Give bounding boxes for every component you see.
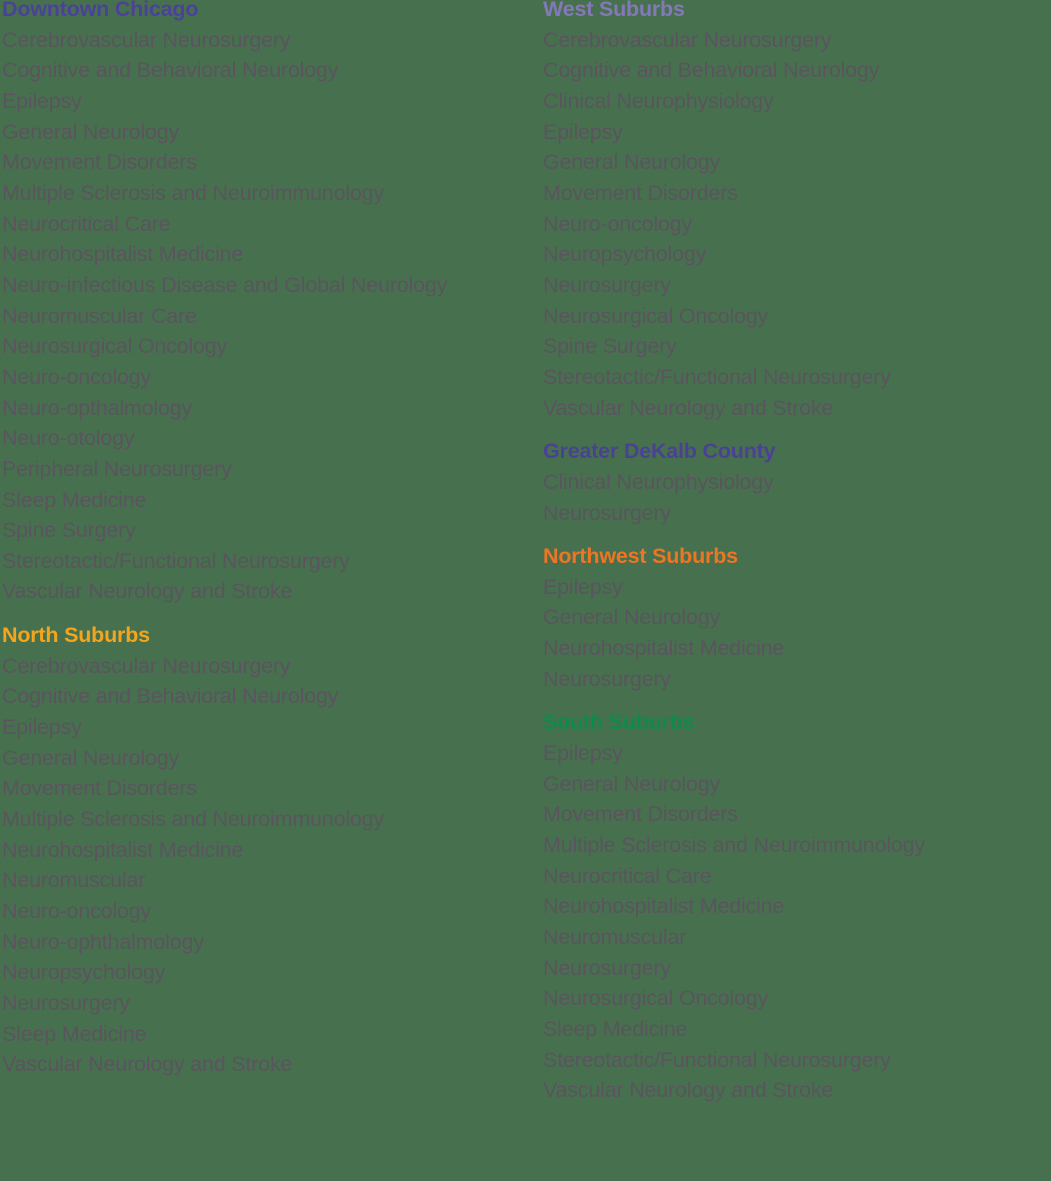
specialty-item: Movement Disorders [543,802,738,827]
specialty-item: Neuro-otology [2,426,135,451]
specialty-item: Movement Disorders [2,776,197,801]
specialty-item: Sleep Medicine [543,1017,688,1041]
specialty-item: Vascular Neurology and Stroke [543,1078,834,1103]
column-left: Downtown Chicago Cerebrovascular Neurosur… [2,0,537,1080]
specialty-item: Cerebrovascular Neurosurgery [2,27,291,52]
specialty-item: General Neurology [543,150,721,175]
specialty-item: Cognitive and Behavioral Neurology [543,58,880,83]
specialty-item: Neuro-opthalmology [2,395,193,420]
specialty-item: General Neurology [543,605,721,630]
specialty-item: Neurosurgery [543,955,671,980]
specialty-item: Neuro-oncology [2,364,151,389]
specialty-item: Neuro-oncology [543,211,692,236]
specialty-item: Neuro-ophthalmology [2,929,204,954]
specialty-item: Movement Disorders [2,150,197,175]
region-header: West Suburbs [543,0,685,21]
specialty-item: Stereotactic/Functional Neurosurgery [543,364,891,389]
specialty-item: Sleep Medicine [2,487,147,512]
region-header: Downtown Chicago [2,0,199,21]
specialty-item: Multiple Sclerosis and Neuroimmunology [543,833,925,858]
region-header: North Suburbs [2,623,150,648]
specialty-item: Neuro-infectious Disease and Global Neur… [2,272,448,297]
specialty-item: Neuropsychology [2,960,166,985]
specialty-item: Movement Disorders [543,180,738,205]
specialty-item: Neurosurgery [543,500,671,525]
specialty-item: Vascular Neurology and Stroke [2,579,293,604]
specialty-item: Neurosurgical Oncology [543,303,769,328]
region-group: Downtown Chicago Cerebrovascular Neurosur… [2,0,537,607]
specialty-item: Neurosurgical Oncology [2,334,228,359]
specialty-item: Peripheral Neurosurgery [2,456,232,481]
specialty-item: Neurosurgery [2,991,130,1015]
specialty-item: Epilepsy [2,88,82,113]
specialty-item: General Neurology [2,745,180,770]
region-group: North Suburbs Cerebrovascular Neurosurger… [2,620,537,1080]
specialty-item: Neurocritical Care [543,863,712,888]
specialty-item: Vascular Neurology and Stroke [543,395,834,420]
specialty-item: Epilepsy [543,574,623,599]
specialty-item: Neurohospitalist Medicine [2,837,244,862]
specialty-item: Stereotactic/Functional Neurosurgery [543,1047,891,1072]
region-group: West Suburbs Cerebrovascular Neurosurgery… [543,0,1048,423]
specialty-item: Clinical Neurophysiology [543,469,774,494]
specialty-item: Cognitive and Behavioral Neurology [2,58,339,83]
specialty-item: Multiple Sclerosis and Neuroimmunology [2,180,384,205]
specialty-item: Clinical Neurophysiology [543,88,774,113]
specialty-item: Cerebrovascular Neurosurgery [2,653,291,678]
specialty-item: Stereotactic/Functional Neurosurgery [2,548,350,573]
region-group: Greater DeKalb County Clinical Neurophysi… [543,436,1048,528]
specialty-item: Neurohospitalist Medicine [2,242,244,267]
specialty-item: Neurohospitalist Medicine [543,636,785,661]
specialty-item: Neuromuscular [543,925,687,950]
column-right: West Suburbs Cerebrovascular Neurosurgery… [543,0,1048,1106]
specialty-item: Neuromuscular Care [2,303,197,328]
specialty-item: Epilepsy [543,741,623,766]
region-header: Greater DeKalb County [543,439,776,464]
region-group: South Suburbs Epilepsy General Neurology Mo… [543,707,1048,1106]
specialty-item: Sleep Medicine [2,1021,147,1046]
specialty-item: Vascular Neurology and Stroke [2,1052,293,1077]
specialty-item: Neurohospitalist Medicine [543,894,785,919]
specialty-item: Neurocritical Care [2,211,171,236]
specialty-item: Neurosurgical Oncology [543,986,769,1011]
specialty-item: Spine Surgery [543,334,677,359]
specialty-item: General Neurology [2,119,180,144]
specialty-item: Neuromuscular [2,868,146,893]
specialty-item: Spine Surgery [2,518,136,543]
specialty-item: Cognitive and Behavioral Neurology [2,684,339,709]
specialty-item: Epilepsy [543,119,623,144]
specialty-item: Neuro-oncology [2,899,151,924]
specialty-item: Neuropsychology [543,242,707,267]
region-group: Northwest Suburbs Epilepsy General Neurolo… [543,541,1048,694]
specialty-item: Multiple Sclerosis and Neuroimmunology [2,807,384,832]
specialty-item: Epilepsy [2,715,82,740]
region-header: Northwest Suburbs [543,544,738,569]
specialty-item: General Neurology [543,771,721,796]
specialty-item: Cerebrovascular Neurosurgery [543,27,832,52]
specialty-item: Neurosurgery [543,272,671,297]
specialty-item: Neurosurgery [543,666,671,691]
region-header: South Suburbs [543,710,695,735]
